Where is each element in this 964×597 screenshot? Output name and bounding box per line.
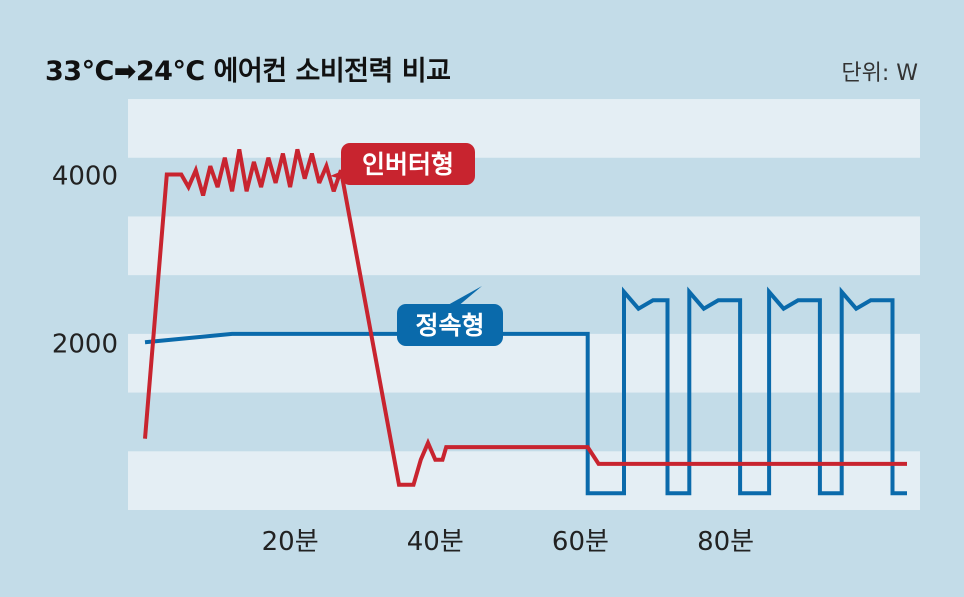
callout-pointer <box>403 286 482 344</box>
series-name-label: 정속형 <box>415 311 484 340</box>
grid-band <box>128 451 920 510</box>
callout-constant: 정속형 <box>397 286 503 346</box>
series-lines <box>143 148 907 496</box>
unit-label: 단위: W <box>841 61 918 86</box>
x-tick-label: 40분 <box>407 527 464 557</box>
chart-background-bands <box>128 99 920 510</box>
series-line-inverter <box>143 148 907 487</box>
x-axis-ticks: 20분 40분 60분 80분 <box>262 527 754 557</box>
series-line-constant <box>144 286 907 496</box>
y-tick-label: 4000 <box>52 162 118 192</box>
y-tick-label: 2000 <box>52 329 118 359</box>
grid-band <box>128 333 920 393</box>
callout-inverter: 인버터형 <box>330 143 475 185</box>
grid-band <box>128 216 920 276</box>
callout-box <box>397 304 503 346</box>
x-tick-label: 20분 <box>262 527 319 557</box>
callout-pointer <box>330 169 357 183</box>
chart-title: 33℃➡24℃ 에어컨 소비전력 비교 <box>45 56 450 87</box>
callout-box <box>341 143 475 185</box>
x-tick-label: 80분 <box>697 527 754 557</box>
y-axis-ticks: 4000 2000 <box>52 162 118 360</box>
x-tick-label: 60분 <box>552 527 609 557</box>
grid-band <box>128 99 920 158</box>
series-name-label: 인버터형 <box>362 150 454 179</box>
